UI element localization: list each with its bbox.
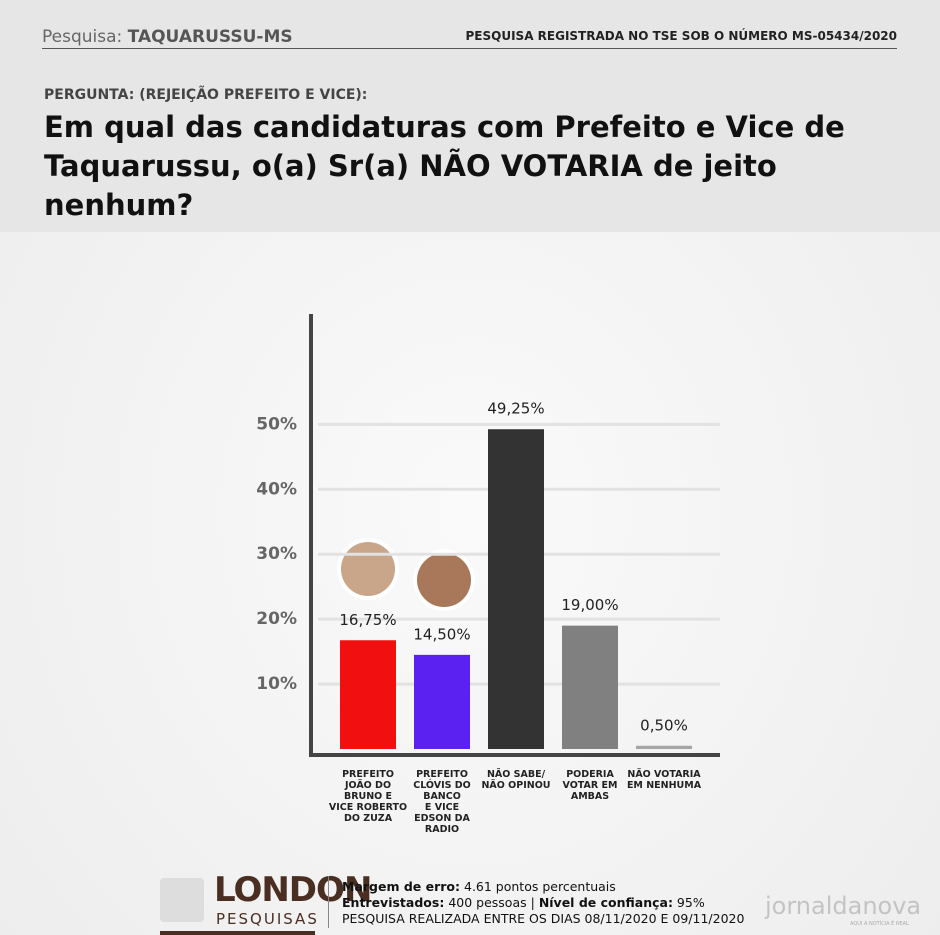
bar [636, 745, 692, 749]
photo [417, 553, 471, 607]
y-tick-label: 20% [256, 609, 297, 629]
sample: Entrevistados: 400 pessoas | Nível de co… [342, 895, 744, 911]
margin: Margem de erro: 4.61 pontos percentuais [342, 879, 744, 895]
question-label: PERGUNTA: (REJEIÇÃO PREFEITO E VICE): [44, 87, 368, 103]
watermark: jornaldanova [765, 892, 922, 920]
bar [414, 654, 470, 749]
interviewed-label: Entrevistados: [342, 895, 445, 910]
y-tick-label: 10% [256, 674, 297, 694]
footer-divider [328, 876, 329, 928]
confidence-label: Nível de confiança: [538, 895, 673, 910]
bar [488, 429, 544, 749]
y-tick-label: 50% [256, 414, 297, 434]
label: Pesquisa: [42, 27, 123, 47]
separator: | [530, 895, 535, 910]
registration: PESQUISA REGISTRADA NO TSE SOB O NÚMERO … [465, 29, 898, 43]
margin-value: 4.61 pontos percentuais [464, 879, 616, 894]
period: PESQUISA REALIZADA ENTRE OS DIAS 08/11/2… [342, 911, 745, 926]
logo-icon [160, 878, 204, 922]
margin-label: Margem de erro: [342, 879, 461, 894]
divider [42, 48, 897, 49]
header-band [0, 0, 940, 232]
brand-bar [160, 931, 315, 935]
value-label: 0,50% [640, 716, 688, 734]
value-label: 14,50% [413, 625, 470, 643]
value-label: 49,25% [487, 400, 544, 418]
bar [562, 625, 618, 749]
survey-label: Pesquisa: TAQUARUSSU-MS [42, 27, 293, 47]
bar [340, 640, 396, 749]
x-tick-label: NÃO VOTARIA EM NENHUMA [626, 769, 702, 791]
watermark-sub: AQUI A NOTÍCIA É REAL [850, 921, 909, 927]
x-tick-label: NÃO SABE/ NÃO OPINOU [481, 769, 551, 791]
x-tick-label: PREFEITO JOÃO DO BRUNO E VICE ROBERTO DO… [328, 769, 408, 824]
photo [341, 542, 395, 596]
y-tick-label: 40% [256, 479, 297, 499]
interviewed-value: 400 pessoas [448, 895, 527, 910]
place: TAQUARUSSU-MS [127, 27, 293, 47]
value-label: 19,00% [561, 596, 618, 614]
value-label: 16,75% [339, 611, 396, 629]
brand: LONDON [214, 870, 372, 910]
confidence-value: 95% [676, 895, 705, 910]
brand-sub: PESQUISAS [216, 910, 319, 928]
footer-info: Margem de erro: 4.61 pontos percentuais … [342, 879, 744, 927]
x-tick-label: PODERIA VOTAR EM AMBAS [562, 769, 618, 802]
x-tick-label: PREFEITO CLÓVIS DO BANCO E VICE EDSON DA… [413, 769, 471, 835]
question-text: Em qual das candidaturas com Prefeito e … [44, 110, 845, 222]
y-tick-label: 30% [256, 544, 297, 564]
